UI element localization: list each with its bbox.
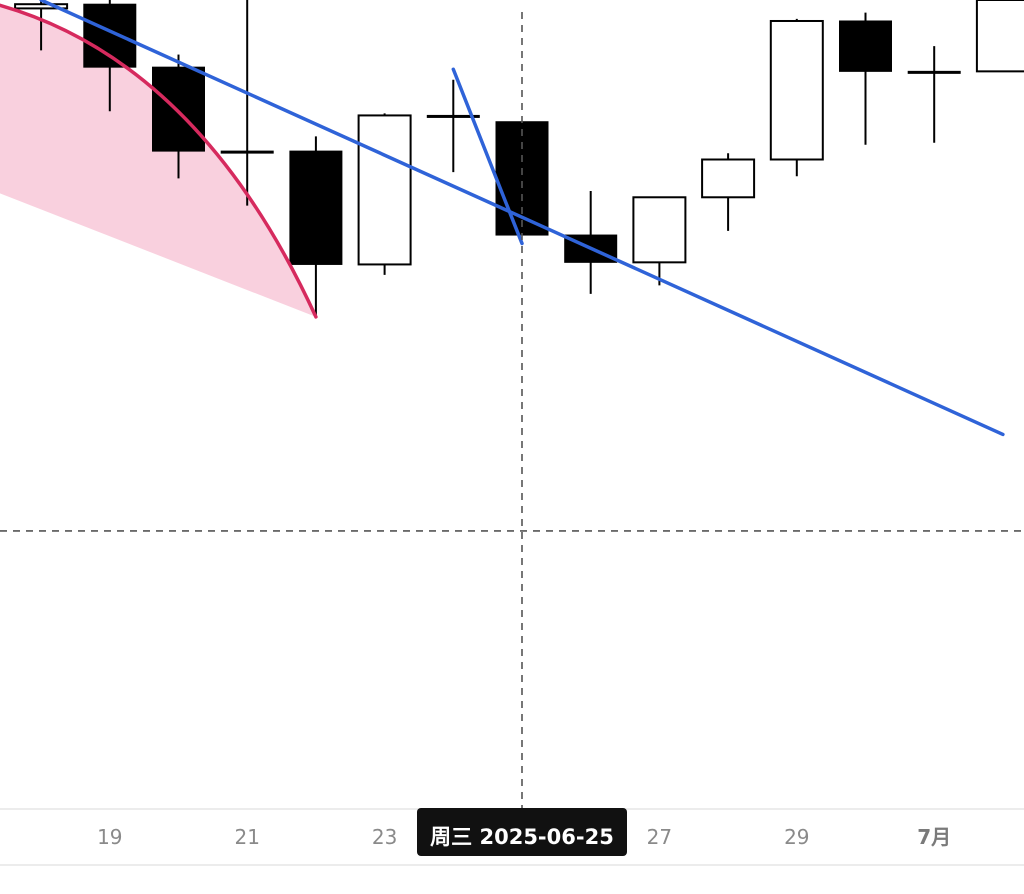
candle-body — [975, 0, 1024, 73]
candle-body — [152, 66, 205, 152]
candle[interactable] — [769, 18, 824, 177]
x-tick-label: 19 — [97, 825, 122, 849]
candle[interactable] — [220, 0, 274, 206]
crosshair — [0, 12, 1024, 808]
candle-body — [632, 196, 687, 264]
candle-body — [769, 19, 824, 161]
candle[interactable] — [632, 196, 687, 286]
trend-line[interactable] — [39, 0, 1005, 437]
candle[interactable] — [564, 190, 618, 294]
x-tick-label: 23 — [372, 825, 397, 849]
time-axis[interactable]: 19 21 23 27 29 7月 周三 2025-06-25 — [0, 808, 1024, 866]
x-tick-label: 29 — [784, 825, 809, 849]
candle[interactable] — [14, 0, 69, 51]
candle-body — [839, 20, 892, 72]
candle-body — [907, 70, 961, 74]
candle[interactable] — [357, 113, 412, 275]
candle[interactable] — [701, 153, 756, 231]
arc-drawing[interactable] — [0, 0, 318, 319]
candle-body — [357, 114, 412, 266]
candle-body — [220, 150, 274, 154]
candle[interactable] — [289, 136, 343, 317]
x-tick-label: 21 — [234, 825, 259, 849]
arc-fill — [0, 5, 316, 317]
candle[interactable] — [975, 0, 1024, 73]
candle-body — [426, 114, 480, 118]
drawings-layer[interactable] — [0, 0, 1005, 437]
crosshair-date-label: 周三 2025-06-25 — [417, 808, 627, 856]
candle[interactable] — [426, 79, 480, 173]
arc-fill-layer — [0, 5, 316, 317]
candle-body — [289, 150, 343, 265]
candle[interactable] — [152, 54, 205, 179]
x-tick-label: 27 — [647, 825, 672, 849]
candle[interactable] — [907, 46, 961, 143]
candle-body — [14, 3, 69, 10]
candle-body — [701, 158, 756, 199]
candles-layer[interactable] — [14, 0, 1024, 317]
trend-line[interactable] — [451, 67, 524, 246]
candle[interactable] — [839, 12, 892, 145]
crosshair-label-bg — [417, 808, 627, 856]
crosshair-label-text: 周三 2025-06-25 — [430, 825, 614, 849]
x-tick-label: 7月 — [917, 825, 951, 849]
